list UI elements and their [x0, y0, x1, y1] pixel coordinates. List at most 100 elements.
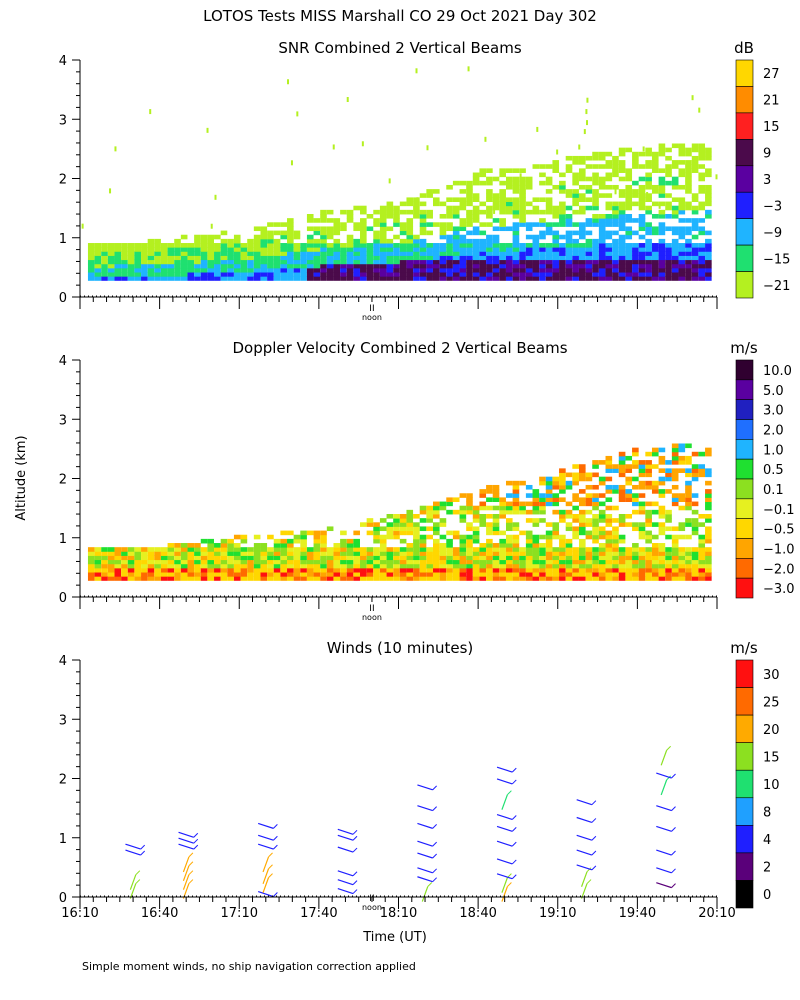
- snr-cell: [632, 276, 639, 281]
- snr-cell: [373, 267, 380, 273]
- snr-cell: [366, 267, 374, 273]
- doppler-cell: [678, 447, 686, 453]
- doppler-cell: [645, 464, 652, 469]
- snr-speckle: [642, 146, 645, 152]
- doppler-cell: [519, 576, 526, 581]
- doppler-cell: [413, 572, 420, 577]
- doppler-cell: [618, 484, 626, 490]
- snr-cell: [632, 272, 639, 277]
- doppler-cell: [293, 559, 301, 565]
- snr-cell: [393, 251, 400, 256]
- doppler-cell: [612, 567, 619, 573]
- snr-cell: [645, 205, 652, 211]
- doppler-cell: [671, 447, 679, 453]
- snr-cell: [419, 222, 427, 227]
- doppler-cell: [260, 547, 268, 552]
- snr-cell: [665, 263, 672, 269]
- doppler-cell: [525, 493, 533, 498]
- doppler-cell: [479, 547, 487, 552]
- doppler-cell: [691, 493, 699, 498]
- snr-cell: [479, 238, 487, 244]
- doppler-cell: [625, 551, 633, 556]
- snr-cell: [446, 209, 453, 215]
- doppler-cell: [572, 563, 579, 569]
- snr-cell: [559, 184, 566, 190]
- doppler-cell: [612, 489, 619, 494]
- doppler-cell: [399, 567, 407, 573]
- snr-cell: [472, 251, 480, 256]
- snr-cell: [645, 209, 652, 215]
- snr-cell: [499, 267, 506, 273]
- doppler-cell: [160, 547, 168, 552]
- snr-cell: [220, 243, 228, 248]
- snr-cell: [399, 251, 407, 256]
- doppler-cell: [545, 576, 553, 581]
- doppler-cell: [446, 497, 453, 503]
- snr-cell: [499, 247, 506, 252]
- snr-cell: [160, 267, 168, 273]
- snr-cell: [326, 276, 334, 281]
- snr-cell: [141, 255, 148, 261]
- snr-cell: [705, 276, 712, 281]
- doppler-cell: [612, 468, 619, 473]
- doppler-cell: [625, 576, 633, 581]
- snr-cell: [645, 147, 652, 153]
- snr-cell: [532, 222, 540, 227]
- snr-cell: [665, 155, 672, 161]
- snr-cell: [147, 267, 155, 273]
- doppler-cell: [678, 534, 686, 540]
- doppler-cell: [671, 484, 679, 490]
- doppler-cell: [433, 543, 440, 548]
- colorbar-swatch: [735, 659, 754, 688]
- doppler-cell: [353, 567, 360, 573]
- doppler-cell: [572, 534, 579, 540]
- snr-cell: [107, 247, 115, 252]
- doppler-cell: [160, 555, 168, 561]
- doppler-cell: [379, 551, 387, 556]
- unit-label: dB: [734, 39, 754, 57]
- snr-cell: [519, 247, 526, 252]
- doppler-cell: [525, 551, 533, 556]
- snr-cell: [101, 276, 108, 281]
- snr-cell: [360, 222, 367, 227]
- snr-cell: [486, 189, 493, 194]
- doppler-cell: [505, 543, 513, 548]
- doppler-cell: [645, 468, 652, 473]
- wind-barb-flag: [432, 853, 438, 859]
- wind-barb-flag: [193, 838, 199, 844]
- snr-cell: [545, 189, 553, 194]
- snr-cell: [545, 222, 553, 227]
- doppler-cell: [605, 460, 613, 465]
- doppler-cell: [360, 559, 367, 565]
- doppler-cell: [691, 509, 699, 515]
- snr-cell: [306, 213, 314, 219]
- doppler-cell: [691, 464, 699, 469]
- snr-cell: [559, 267, 566, 273]
- snr-cell: [638, 226, 646, 232]
- doppler-cell: [313, 551, 321, 556]
- doppler-cell: [247, 547, 254, 552]
- doppler-cell: [180, 559, 188, 565]
- snr-cell: [578, 193, 586, 198]
- doppler-cell: [698, 451, 706, 457]
- snr-cell: [479, 201, 487, 207]
- doppler-cell: [671, 526, 679, 532]
- snr-cell: [326, 230, 334, 236]
- doppler-cell: [486, 489, 493, 494]
- snr-cell: [267, 222, 274, 227]
- snr-cell: [651, 259, 659, 265]
- snr-cell: [200, 247, 208, 252]
- doppler-cell: [466, 501, 473, 507]
- y-tick-label: 2: [59, 773, 67, 788]
- doppler-cell: [233, 567, 241, 573]
- doppler-cell: [472, 572, 480, 577]
- snr-speckle: [415, 68, 418, 74]
- colorbar-label: 2: [763, 861, 771, 876]
- doppler-cell: [486, 576, 493, 581]
- doppler-cell: [545, 501, 553, 507]
- snr-cell: [625, 272, 633, 277]
- wind-barb-flag: [273, 824, 278, 829]
- colorbar-label: 8: [763, 806, 771, 821]
- doppler-cell: [625, 493, 633, 498]
- snr-cell: [333, 272, 341, 277]
